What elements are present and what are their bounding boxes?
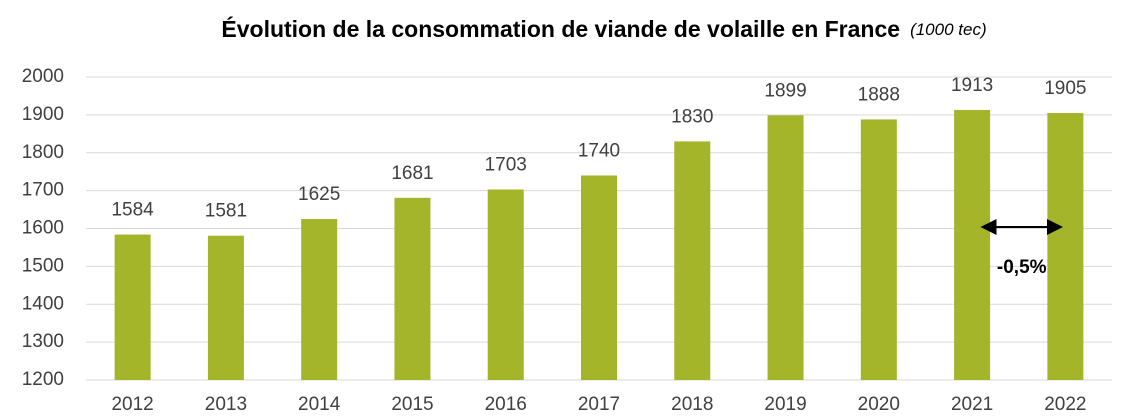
chart-title-group: Évolution de la consommation de viande d… — [221, 15, 986, 42]
y-tick-label: 1300 — [22, 331, 64, 352]
x-tick-label: 2019 — [764, 394, 806, 415]
x-tick-label: 2018 — [671, 394, 713, 415]
annotation: -0,5% — [997, 257, 1047, 278]
data-label: 1888 — [858, 84, 900, 105]
data-label: 1899 — [764, 80, 806, 101]
data-label: 1581 — [205, 201, 247, 222]
bar — [767, 115, 804, 380]
chart-subtitle: (1000 tec) — [910, 20, 987, 39]
bar — [674, 141, 711, 380]
data-label: 1584 — [111, 200, 154, 221]
x-tick-label: 2021 — [951, 394, 993, 415]
x-tick-label: 2017 — [578, 394, 620, 415]
y-tick-label: 1400 — [22, 293, 64, 314]
x-tick-label: 2020 — [858, 394, 900, 415]
bar — [394, 197, 431, 380]
data-label: 1905 — [1044, 78, 1086, 99]
data-label: 1681 — [391, 163, 433, 184]
bar — [301, 219, 338, 380]
data-label: 1913 — [951, 75, 993, 96]
x-tick-label: 2022 — [1044, 394, 1086, 415]
bar — [207, 235, 244, 380]
y-tick-label: 1800 — [22, 142, 64, 163]
bar — [581, 175, 617, 380]
data-label: 1740 — [578, 140, 620, 161]
chart-title: Évolution de la consommation de viande d… — [221, 15, 900, 42]
y-tick-label: 2000 — [22, 66, 64, 87]
data-label: 1703 — [485, 155, 527, 176]
data-label: 1830 — [671, 106, 713, 127]
y-tick-label: 1200 — [22, 369, 64, 390]
y-tick-label: 1600 — [22, 218, 64, 239]
x-tick-label: 2014 — [298, 394, 341, 415]
bar — [487, 189, 524, 380]
x-tick-label: 2015 — [391, 394, 433, 415]
data-label: 1625 — [298, 184, 340, 205]
y-tick-label: 1700 — [22, 180, 64, 201]
x-tick-label: 2013 — [205, 394, 247, 415]
bar — [954, 109, 991, 381]
x-tick-label: 2012 — [111, 394, 153, 415]
x-tick-label: 2016 — [485, 394, 527, 415]
bar — [114, 234, 151, 380]
y-tick-label: 1500 — [22, 255, 64, 276]
y-tick-label: 1900 — [22, 104, 64, 125]
bar — [860, 119, 897, 381]
bar — [1047, 112, 1084, 380]
